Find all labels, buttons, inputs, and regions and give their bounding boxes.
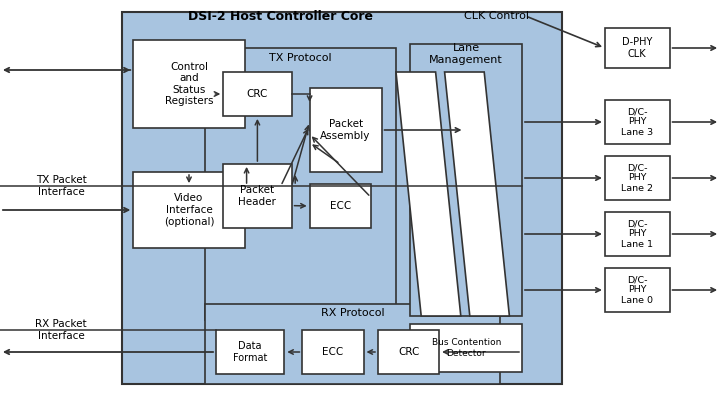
- Text: CLK Control: CLK Control: [464, 11, 529, 21]
- Text: D/C-
PHY
Lane 2: D/C- PHY Lane 2: [621, 163, 653, 193]
- Text: Video
Interface
(optional): Video Interface (optional): [163, 194, 215, 226]
- Polygon shape: [396, 72, 461, 316]
- Text: CRC: CRC: [398, 347, 419, 357]
- Bar: [133, 40, 245, 128]
- Bar: [605, 100, 670, 144]
- Bar: [205, 304, 500, 384]
- Text: CRC: CRC: [247, 89, 268, 99]
- Bar: [216, 330, 284, 374]
- Bar: [605, 156, 670, 200]
- Text: Packet
Assembly: Packet Assembly: [320, 119, 371, 141]
- Text: D/C-
PHY
Lane 0: D/C- PHY Lane 0: [621, 275, 653, 305]
- Bar: [605, 28, 670, 68]
- Text: Bus Contention
Detector: Bus Contention Detector: [431, 338, 501, 358]
- Bar: [205, 48, 396, 320]
- Bar: [310, 88, 382, 172]
- Text: Data
Format: Data Format: [233, 341, 267, 363]
- Text: TX Protocol: TX Protocol: [269, 53, 332, 63]
- Bar: [133, 172, 245, 248]
- Text: ECC: ECC: [323, 347, 343, 357]
- Text: D-PHY
CLK: D-PHY CLK: [622, 37, 652, 59]
- Text: Lane
Management: Lane Management: [429, 43, 503, 65]
- Bar: [605, 212, 670, 256]
- Text: RX Protocol: RX Protocol: [321, 308, 384, 318]
- Text: RX Packet
Interface: RX Packet Interface: [35, 319, 87, 341]
- Bar: [302, 330, 364, 374]
- Text: Control
and
Status
Registers: Control and Status Registers: [165, 62, 213, 106]
- Text: ECC: ECC: [330, 201, 351, 211]
- Bar: [378, 330, 439, 374]
- Text: D/C-
PHY
Lane 1: D/C- PHY Lane 1: [621, 219, 653, 249]
- Polygon shape: [444, 72, 510, 316]
- Text: TX Packet
Interface: TX Packet Interface: [36, 175, 86, 197]
- Bar: [605, 268, 670, 312]
- Text: Packet
Header: Packet Header: [238, 185, 276, 207]
- Bar: [410, 44, 522, 316]
- Bar: [310, 184, 371, 228]
- Bar: [122, 12, 562, 384]
- Text: DSI-2 Host Controller Core: DSI-2 Host Controller Core: [189, 10, 373, 22]
- Bar: [223, 164, 292, 228]
- Text: D/C-
PHY
Lane 3: D/C- PHY Lane 3: [621, 107, 653, 137]
- Bar: [410, 324, 522, 372]
- Bar: [223, 72, 292, 116]
